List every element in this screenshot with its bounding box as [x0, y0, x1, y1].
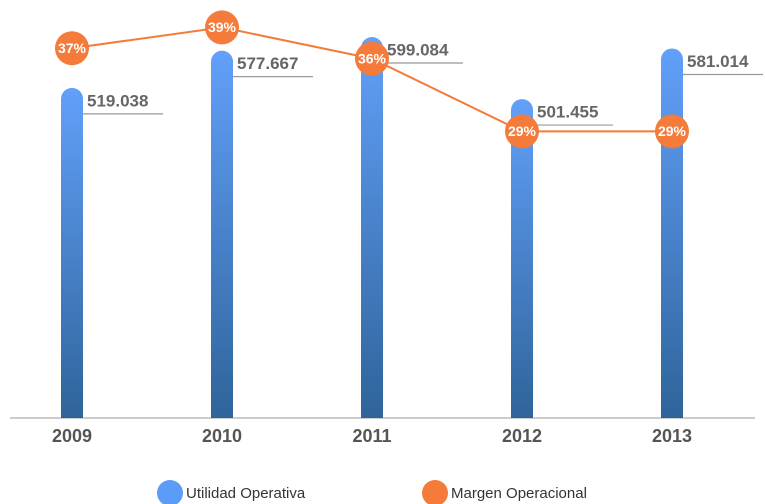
line-value-label: 39%: [208, 19, 237, 35]
legend-label: Margen Operacional: [451, 485, 587, 502]
legend-swatch: [157, 480, 183, 504]
bar: [511, 99, 533, 418]
bar: [61, 87, 83, 418]
line-marker: [505, 114, 539, 149]
legend-swatch: [422, 480, 448, 504]
line-marker: [355, 41, 389, 76]
legend-label: Utilidad Operativa: [186, 485, 306, 502]
bar: [361, 36, 383, 419]
bar-value-label: 577.667: [237, 54, 298, 73]
bar-value-label: 581.014: [687, 52, 749, 71]
line-value-label: 29%: [508, 123, 537, 139]
line-value-label: 29%: [658, 123, 687, 139]
x-tick-label: 2013: [652, 426, 692, 446]
x-tick-label: 2011: [352, 426, 391, 446]
x-tick-label: 2009: [52, 426, 92, 446]
line-value-label: 37%: [58, 40, 87, 56]
line-value-label: 36%: [358, 50, 387, 66]
bar: [211, 50, 233, 418]
bar-value-label: 501.455: [537, 103, 598, 122]
bar: [661, 48, 683, 419]
bar-value-label: 519.038: [87, 91, 148, 110]
bar-value-label: 599.084: [387, 40, 449, 59]
line-marker: [205, 10, 239, 45]
line-marker: [55, 31, 89, 66]
line-marker: [655, 114, 689, 149]
x-tick-label: 2010: [202, 426, 242, 446]
x-tick-label: 2012: [502, 426, 542, 446]
